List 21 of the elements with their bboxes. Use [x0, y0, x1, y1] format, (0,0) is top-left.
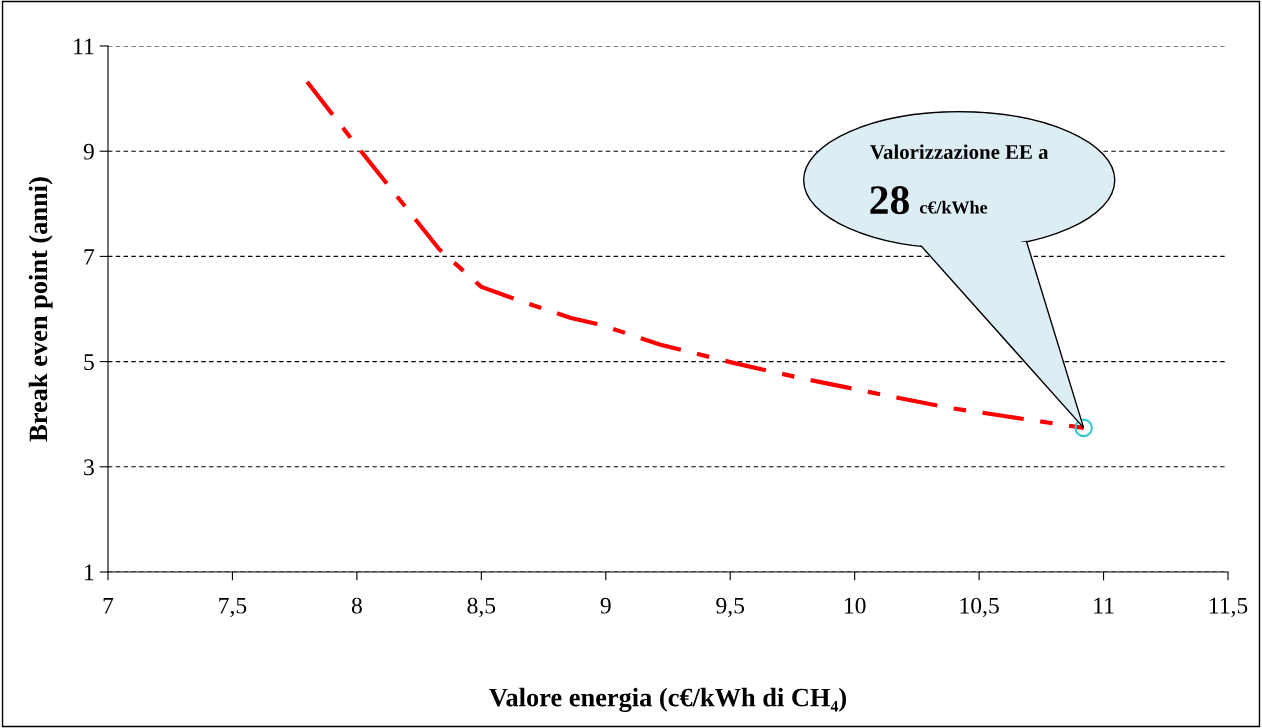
x-axis-title: Valore energia (c€/kWh di CH₄)	[489, 687, 846, 712]
y-tick-label: 9	[83, 143, 94, 160]
x-tick-label: 8	[351, 597, 362, 614]
x-tick-label: 11,5	[1209, 597, 1248, 618]
x-tick-label: 10	[844, 597, 866, 614]
y-tick-label: 1	[85, 564, 94, 581]
y-tick-label: 5	[84, 354, 94, 371]
x-tick-label: 7	[103, 597, 114, 614]
x-tick-label: 7,5	[219, 597, 247, 618]
y-tick-label: 11	[74, 38, 94, 55]
annotation: Valorizzazione EE a	[870, 144, 1049, 160]
x-tick-label: 10,5	[960, 597, 999, 618]
annotation: 28	[870, 186, 909, 215]
x-tick-label: 9	[600, 597, 611, 614]
y-tick-label: 3	[84, 459, 94, 476]
x-tick-label: 9,5	[716, 597, 745, 618]
x-tick-label: 11	[1094, 597, 1114, 614]
y-tick-label: 7	[84, 249, 95, 265]
x-tick-label: 8,5	[467, 597, 496, 618]
annotation: c€/kWhe	[920, 200, 988, 214]
y-axis-title: Break even point (anni)	[28, 177, 53, 442]
